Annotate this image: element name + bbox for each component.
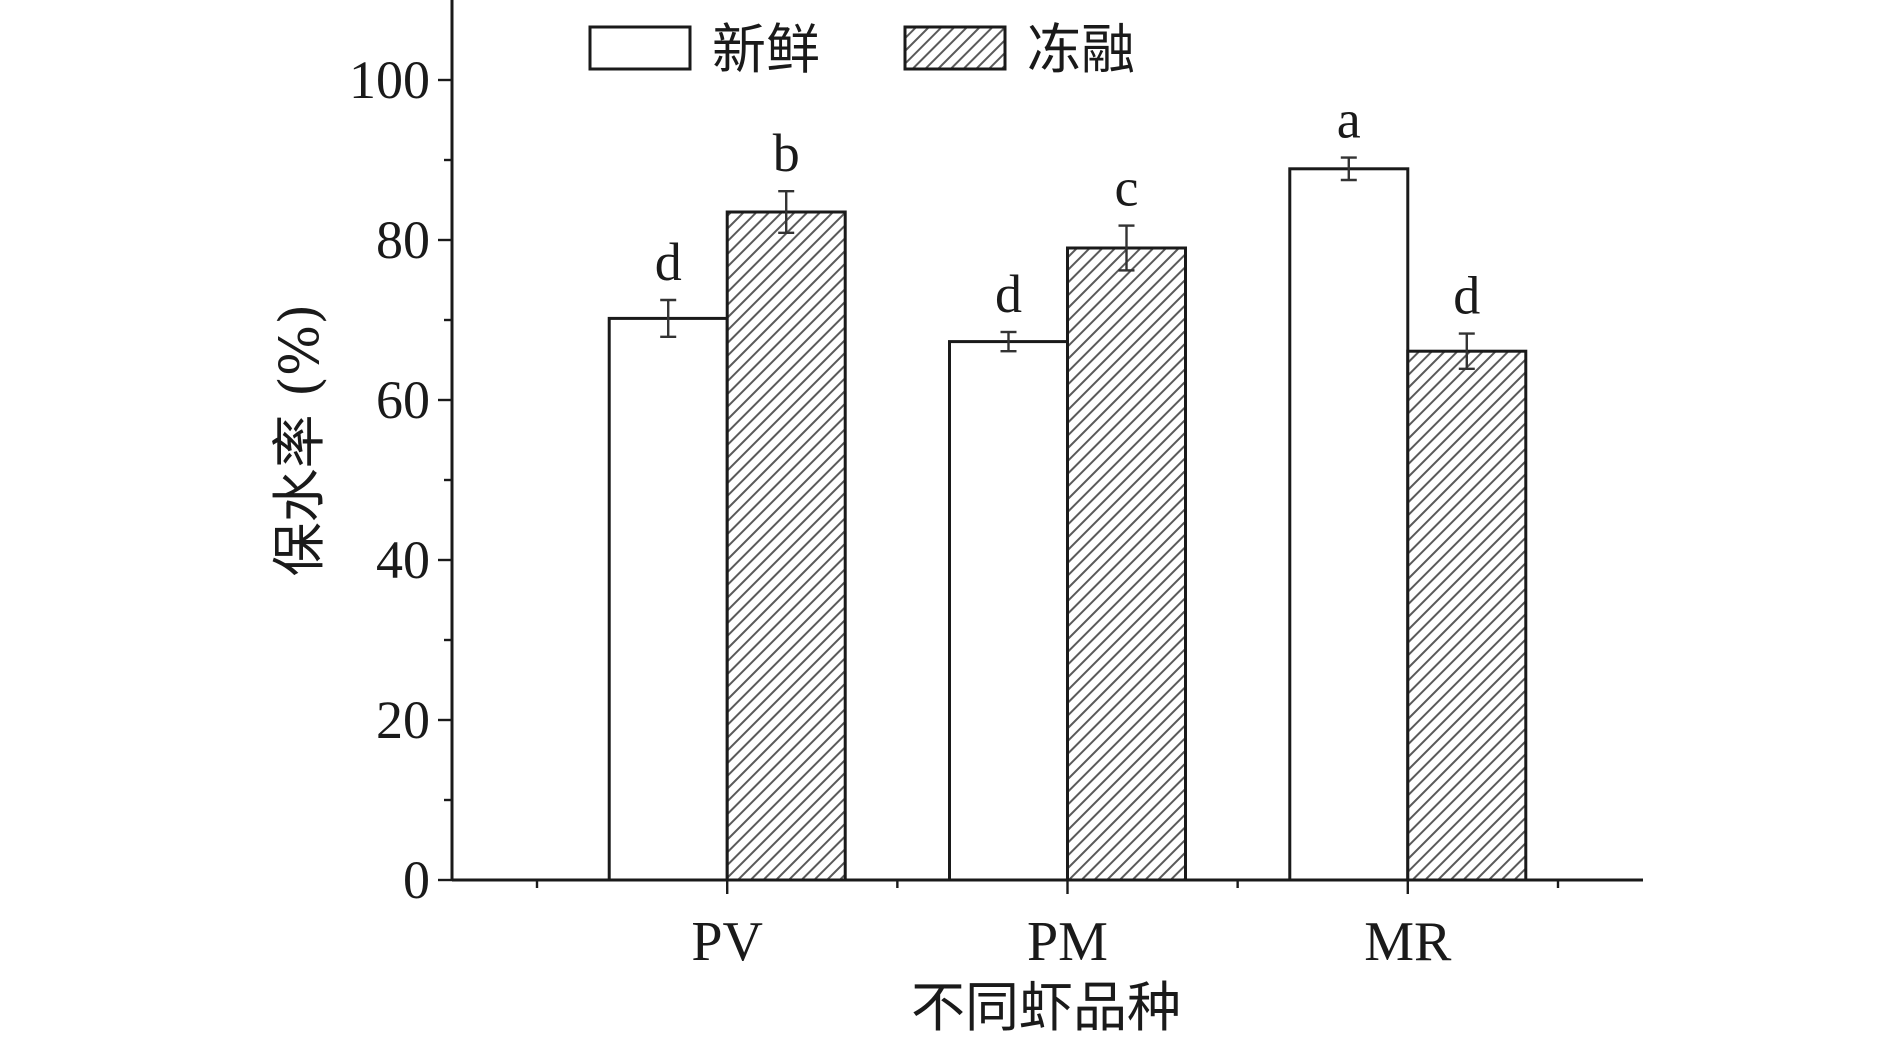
- y-tick-label: 100: [349, 50, 430, 110]
- y-tick-label: 80: [376, 210, 430, 270]
- bar-freeze-thaw-pv: [725, 210, 847, 882]
- x-tick-label: PV: [691, 911, 763, 973]
- y-axis-title: 保水率 (%): [268, 304, 331, 577]
- y-tick-label: 20: [376, 690, 430, 750]
- bar-fresh-mr: [1288, 167, 1410, 882]
- significance-label: a: [1337, 90, 1361, 150]
- legend: 新鲜 冻融: [588, 18, 1135, 81]
- x-tick-label: PM: [1027, 911, 1108, 973]
- bar-freeze-thaw-pm: [1066, 246, 1187, 882]
- x-axis-ticks: PV PM MR: [535, 880, 1560, 973]
- legend-swatch-fresh: [588, 25, 692, 71]
- significance-label: d: [995, 264, 1022, 324]
- y-tick-label: 60: [376, 370, 430, 430]
- x-axis-title: 不同虾品种: [911, 976, 1181, 1039]
- significance-label: b: [773, 123, 800, 183]
- significance-labels: d b d c a d: [655, 90, 1481, 326]
- legend-swatch-freeze-thaw: [903, 25, 1007, 71]
- y-tick-label: 40: [376, 530, 430, 590]
- bar-freeze-thaw-mr: [1406, 349, 1528, 882]
- significance-label: c: [1115, 158, 1139, 218]
- x-tick-label: MR: [1364, 911, 1452, 973]
- significance-label: d: [655, 232, 682, 292]
- legend-label-freeze-thaw: 冻融: [1027, 18, 1135, 81]
- legend-label-fresh: 新鲜: [712, 18, 820, 81]
- bars: [607, 167, 1528, 882]
- bar-fresh-pm: [948, 340, 1069, 882]
- y-tick-label: 0: [403, 850, 430, 910]
- y-axis-ticks: 0 20 40 60 80 100: [349, 50, 452, 910]
- significance-label: d: [1453, 266, 1480, 326]
- bar-fresh-pv: [607, 316, 729, 882]
- error-bars: [660, 156, 1475, 370]
